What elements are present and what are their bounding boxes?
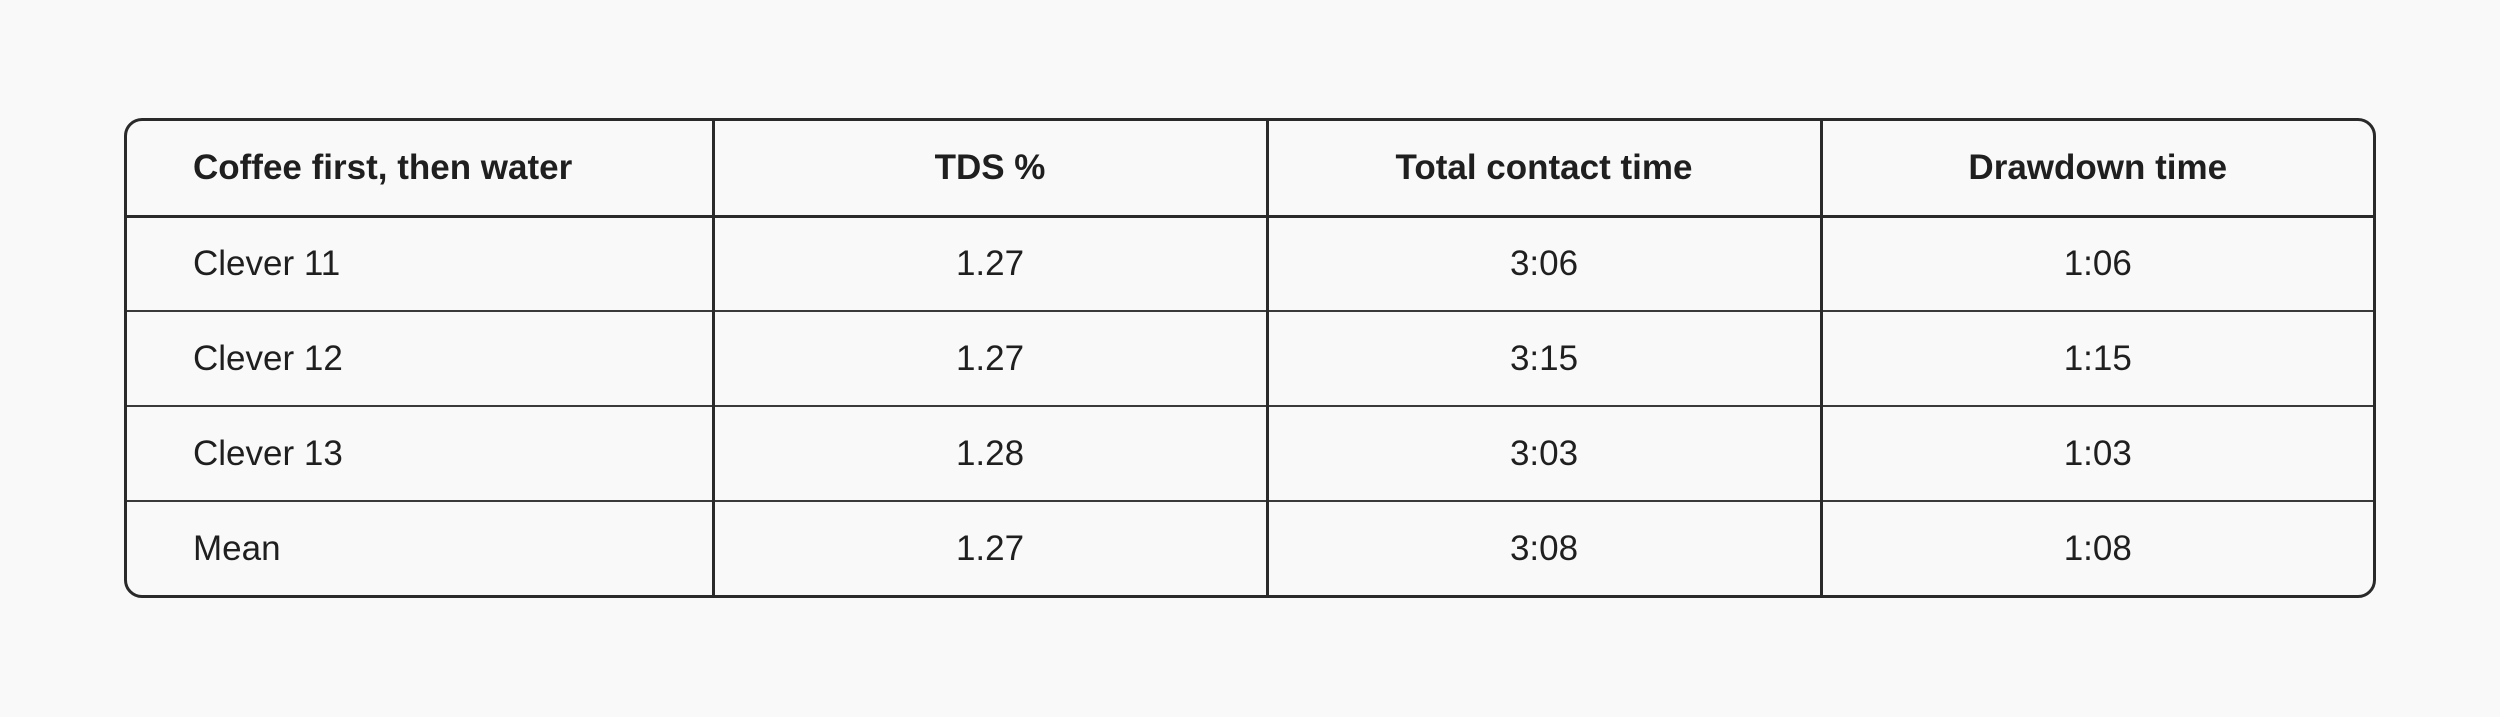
cell-total-contact-time: 3:06 <box>1267 216 1823 311</box>
results-table: Coffee first, then water TDS % Total con… <box>127 121 2373 595</box>
table-header-row: Coffee first, then water TDS % Total con… <box>127 121 2373 218</box>
table-row: Clever 12 1.27 3:15 1:15 <box>127 310 2373 406</box>
header-tds: TDS % <box>713 121 1269 218</box>
cell-method: Clever 12 <box>127 310 715 406</box>
cell-total-contact-time: 3:03 <box>1267 405 1823 501</box>
table-row-mean: Mean 1.27 3:08 1:08 <box>127 500 2373 595</box>
cell-drawdown-time: 1:08 <box>1821 500 2373 595</box>
cell-tds: 1.28 <box>713 405 1269 501</box>
cell-total-contact-time: 3:08 <box>1267 500 1823 595</box>
header-drawdown-time: Drawdown time <box>1821 121 2373 218</box>
header-method: Coffee first, then water <box>127 121 715 218</box>
results-table-container: Coffee first, then water TDS % Total con… <box>124 118 2376 598</box>
cell-tds: 1.27 <box>713 500 1269 595</box>
cell-method: Mean <box>127 500 715 595</box>
cell-method: Clever 11 <box>127 216 715 311</box>
table-row: Clever 13 1.28 3:03 1:03 <box>127 405 2373 501</box>
cell-tds: 1.27 <box>713 216 1269 311</box>
cell-method: Clever 13 <box>127 405 715 501</box>
cell-drawdown-time: 1:06 <box>2063 243 2132 283</box>
cell-drawdown-time: 1:03 <box>1821 405 2373 501</box>
header-total-contact-time: Total contact time <box>1267 121 1823 218</box>
cell-tds: 1.27 <box>713 310 1269 406</box>
cell-total-contact-time: 3:15 <box>1267 310 1823 406</box>
cell-drawdown-time: 1:15 <box>1821 310 2373 406</box>
table-row: Clever 11 1.27 3:06 1:06 <box>127 216 2373 311</box>
